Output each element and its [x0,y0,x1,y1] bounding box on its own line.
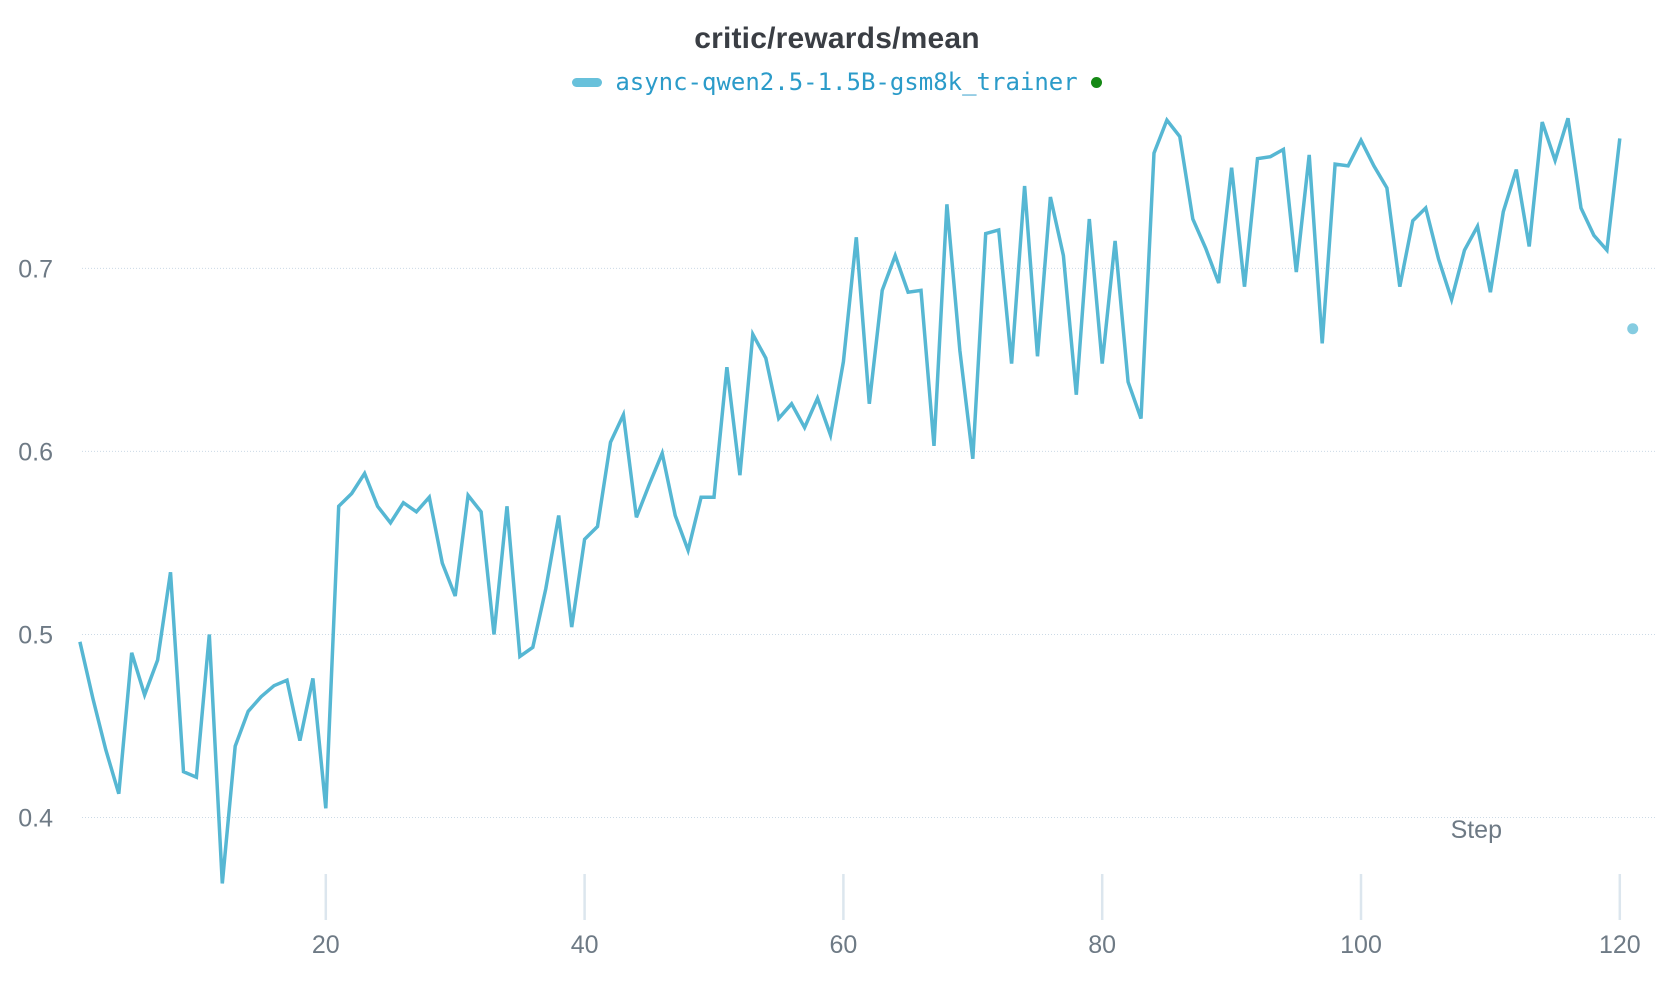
y-tick-label: 0.5 [18,621,53,649]
x-tick-label: 20 [312,931,340,959]
run-name-label[interactable]: async-qwen2.5-1.5B-gsm8k_trainer [615,68,1078,96]
x-tick-label: 40 [571,931,599,959]
series-line[interactable] [78,116,1622,884]
chart-legend: async-qwen2.5-1.5B-gsm8k_trainer [0,68,1674,96]
x-tick-label: 60 [829,931,857,959]
chart-title: critic/rewards/mean [694,22,980,55]
y-tick-label: 0.7 [18,255,53,283]
x-axis-title: Step [1450,816,1502,844]
run-status-dot-icon [1090,76,1102,88]
y-tick-label: 0.6 [18,438,53,466]
legend-item[interactable]: async-qwen2.5-1.5B-gsm8k_trainer [572,68,1102,96]
series-color-swatch-icon [572,77,603,87]
x-tick-label: 100 [1340,931,1382,959]
x-tick-label: 120 [1599,931,1641,959]
y-tick-label: 0.4 [18,805,53,833]
detached-data-point[interactable] [1627,323,1639,335]
x-tick-label: 80 [1088,931,1116,959]
